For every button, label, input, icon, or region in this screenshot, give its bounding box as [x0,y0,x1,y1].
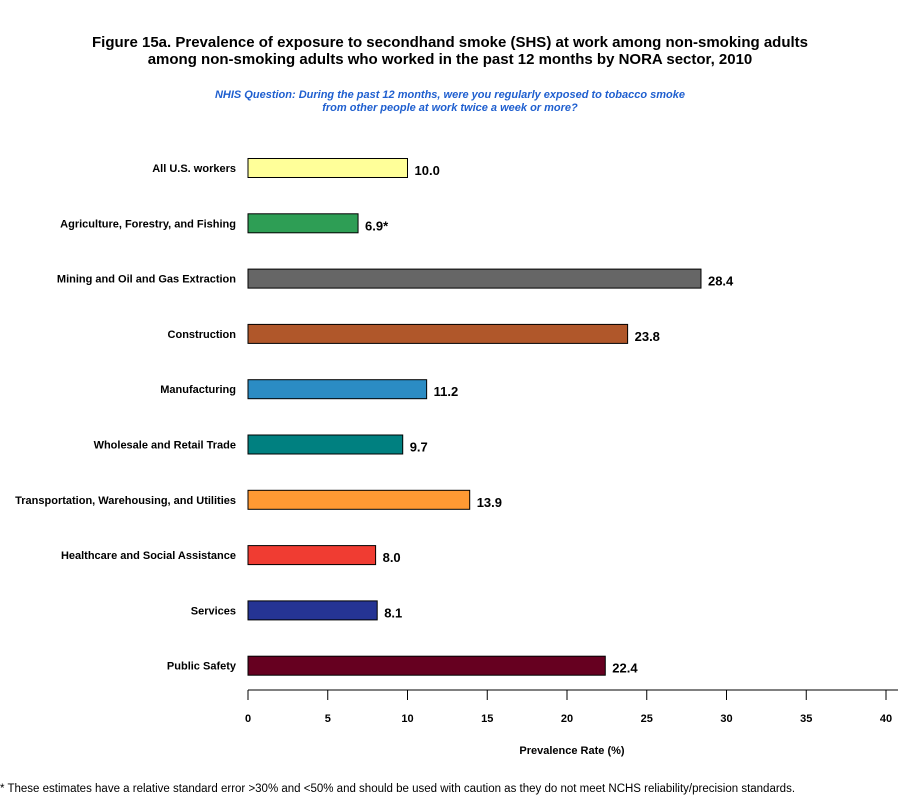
x-tick-label: 0 [245,713,251,725]
category-label: Agriculture, Forestry, and Fishing [60,218,236,230]
subtitle-line-1: NHIS Question: During the past 12 months… [214,89,686,101]
category-label: Mining and Oil and Gas Extraction [57,274,236,286]
bar [247,600,378,621]
title-line-1: Figure 15a. Prevalence of exposure to se… [92,34,808,51]
chart-subtitle: NHIS Question: During the past 12 months… [0,89,900,115]
data-label: 28.4 [708,274,734,289]
x-tick-label: 10 [401,713,413,725]
category-label: Wholesale and Retail Trade [94,440,236,452]
category-label: Manufacturing [160,384,236,396]
x-tick-label: 5 [325,713,331,725]
category-label: All U.S. workers [152,163,236,175]
category-label: Construction [168,329,237,341]
data-label: 8.0 [383,550,401,565]
x-tick-label: 15 [481,713,493,725]
data-label: 8.1 [384,605,402,620]
data-label: 10.0 [415,163,440,178]
title-line-2: among non-smoking adults who worked in t… [147,51,753,68]
x-tick-label: 35 [800,713,812,725]
bar [247,323,629,344]
bar [247,158,408,178]
x-axis-label: Prevalence Rate (%) [519,745,624,757]
x-tick-label: 30 [720,713,732,725]
chart-title: Figure 15a. Prevalence of exposure to se… [0,34,900,68]
x-tick-label: 20 [561,713,573,725]
category-label: Public Safety [167,661,237,673]
bar [247,489,471,510]
bar [247,268,702,289]
bar [247,545,377,566]
data-label: 22.4 [612,661,638,676]
bar [247,655,606,676]
data-label: 23.8 [635,329,660,344]
x-tick-label: 40 [880,713,892,725]
category-label: Healthcare and Social Assistance [61,550,236,562]
x-tick-label: 25 [641,713,653,725]
category-label: Services [191,605,236,617]
data-label: 6.9* [365,218,389,233]
bar [247,213,359,234]
data-label: 13.9 [477,495,502,510]
footnote: * These estimates have a relative standa… [0,783,796,795]
data-label: 11.2 [434,384,459,399]
category-label: Transportation, Warehousing, and Utiliti… [15,495,236,507]
bar [247,379,428,400]
data-label: 9.7 [410,440,428,455]
bar [247,434,404,455]
subtitle-line-2: from other people at work twice a week o… [322,102,578,114]
